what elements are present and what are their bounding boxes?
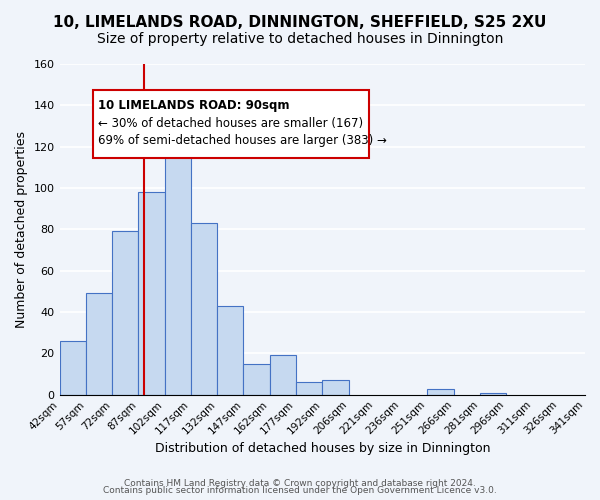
Bar bbox=[86, 294, 112, 394]
Bar bbox=[139, 192, 164, 394]
X-axis label: Distribution of detached houses by size in Dinnington: Distribution of detached houses by size … bbox=[155, 442, 490, 455]
Text: 69% of semi-detached houses are larger (383) →: 69% of semi-detached houses are larger (… bbox=[98, 134, 386, 147]
Bar bbox=[296, 382, 322, 394]
Text: Contains public sector information licensed under the Open Government Licence v3: Contains public sector information licen… bbox=[103, 486, 497, 495]
Text: Contains HM Land Registry data © Crown copyright and database right 2024.: Contains HM Land Registry data © Crown c… bbox=[124, 478, 476, 488]
Bar bbox=[244, 364, 270, 394]
Bar bbox=[322, 380, 349, 394]
Bar bbox=[164, 144, 191, 394]
Bar bbox=[217, 306, 244, 394]
Bar bbox=[191, 223, 217, 394]
Bar bbox=[480, 392, 506, 394]
Bar bbox=[59, 341, 86, 394]
Text: 10 LIMELANDS ROAD: 90sqm: 10 LIMELANDS ROAD: 90sqm bbox=[98, 99, 289, 112]
Y-axis label: Number of detached properties: Number of detached properties bbox=[15, 131, 28, 328]
Text: 10, LIMELANDS ROAD, DINNINGTON, SHEFFIELD, S25 2XU: 10, LIMELANDS ROAD, DINNINGTON, SHEFFIEL… bbox=[53, 15, 547, 30]
Bar bbox=[427, 388, 454, 394]
Bar bbox=[270, 356, 296, 395]
Text: Size of property relative to detached houses in Dinnington: Size of property relative to detached ho… bbox=[97, 32, 503, 46]
Text: ← 30% of detached houses are smaller (167): ← 30% of detached houses are smaller (16… bbox=[98, 116, 363, 130]
Bar bbox=[112, 232, 139, 394]
